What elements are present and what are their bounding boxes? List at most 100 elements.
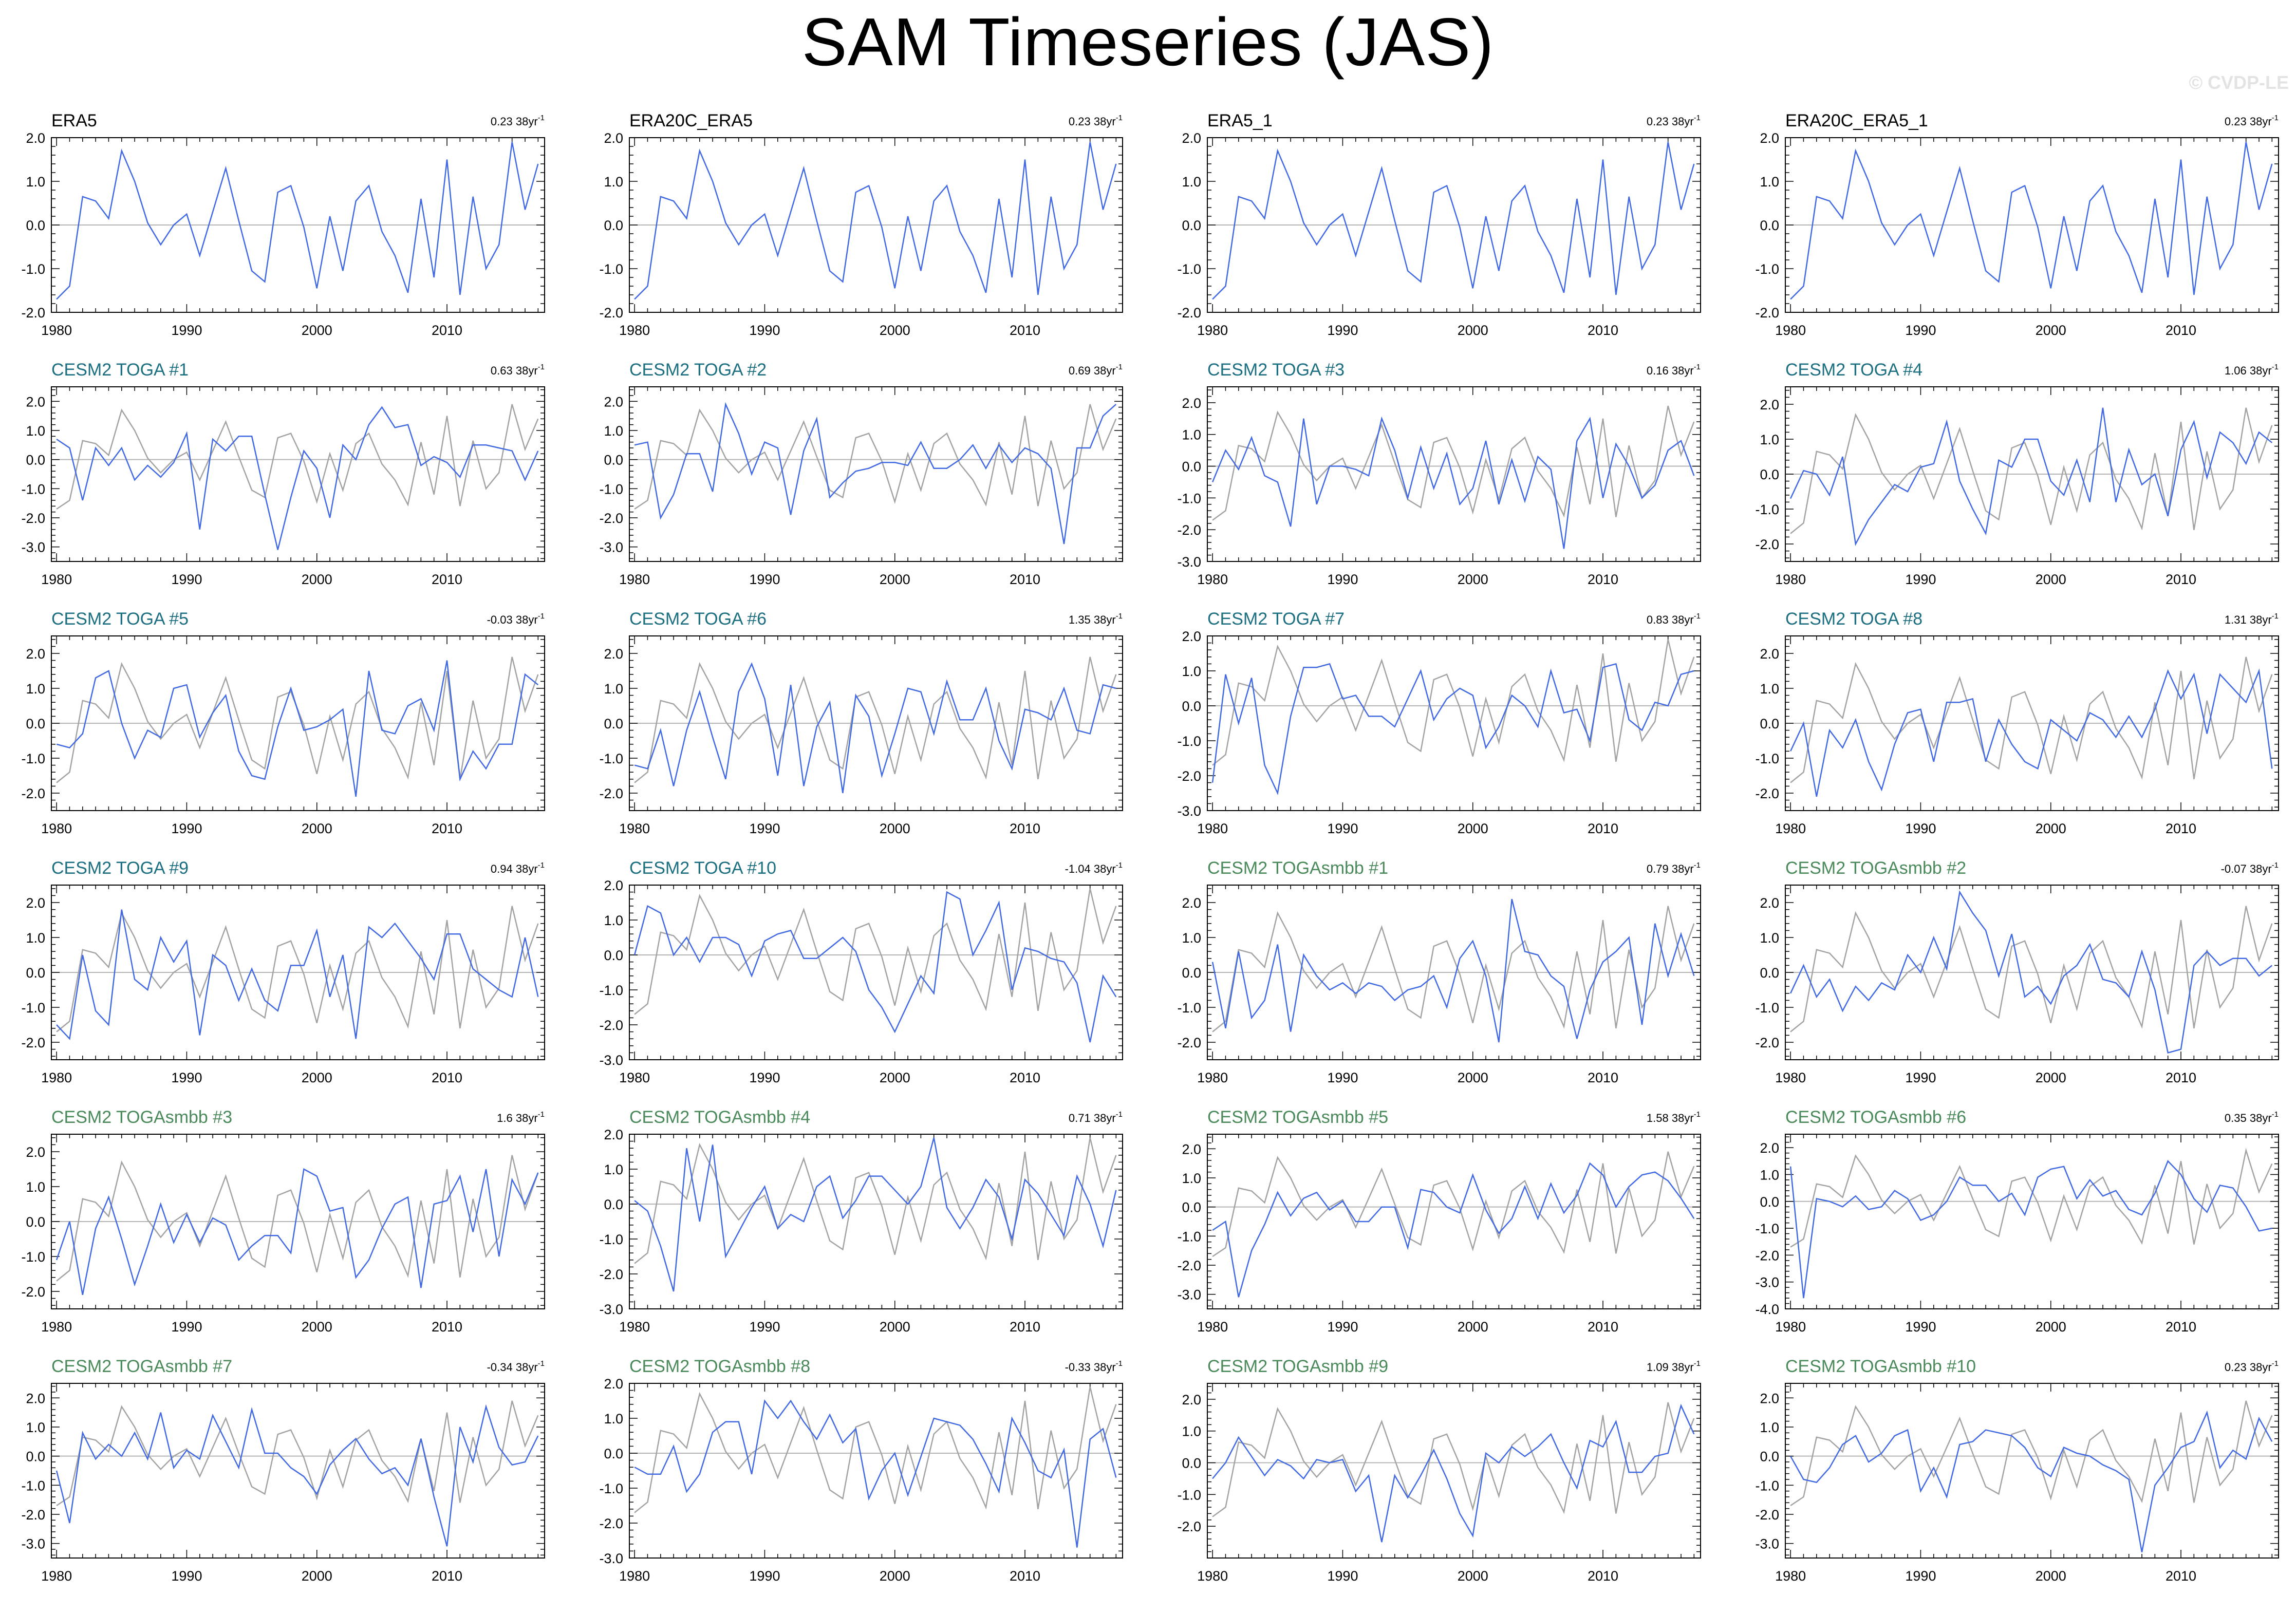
y-tick-label: -2.0: [1177, 768, 1201, 784]
y-tick-label: -1.0: [599, 1232, 623, 1247]
trend-label: 0.69 38yr-1: [1069, 363, 1123, 377]
sam-series-line: [55, 1404, 539, 1547]
y-tick-label: 2.0: [1760, 1391, 1779, 1406]
trend-label: 1.06 38yr-1: [2225, 363, 2279, 377]
obs-series-line: [634, 656, 1117, 783]
y-tick-label: -1.0: [1177, 491, 1201, 506]
x-tick-label: 1990: [1905, 1568, 1936, 1584]
obs-series-line: [634, 404, 1117, 510]
y-tick-label: -1.0: [1177, 1229, 1201, 1244]
y-tick-label: -2.0: [1177, 1519, 1201, 1534]
sam-series-line: [1789, 1160, 2272, 1299]
y-tick-label: -2.0: [21, 1035, 45, 1050]
y-tick-label: -2.0: [1177, 522, 1201, 538]
y-tick-label: 1.0: [1760, 930, 1779, 946]
y-tick-label: -2.0: [1755, 786, 1779, 801]
x-tick-label: 2000: [2036, 1319, 2066, 1335]
y-tick-label: 2.0: [604, 130, 623, 146]
x-tick-label: 2000: [302, 1070, 332, 1085]
y-tick-label: -1.0: [1177, 1487, 1201, 1503]
trend-label: 0.23 38yr-1: [2225, 114, 2279, 128]
panel-title: CESM2 TOGA #3: [1207, 360, 1345, 380]
panel-title: CESM2 TOGAsmbb #9: [1207, 1357, 1388, 1376]
plot-frame: [629, 1383, 1123, 1559]
y-tick-label: -3.0: [599, 1053, 623, 1068]
y-tick-label: -1.0: [21, 1000, 45, 1016]
x-tick-label: 1990: [749, 1568, 780, 1584]
x-tick-label: 2000: [302, 323, 332, 338]
panel-title: CESM2 TOGAsmbb #6: [1785, 1108, 1966, 1127]
x-tick-label: 2010: [1588, 572, 1618, 587]
x-tick-label: 2000: [302, 1319, 332, 1335]
panel-10: CESM2 TOGA #6 1.35 38yr-1 2.0 1.0 0.0 -1.0 -2.…: [599, 609, 1123, 836]
y-tick-label: -4.0: [1755, 1302, 1779, 1317]
obs-series-line: [1790, 906, 2273, 1033]
plot-frame: [51, 1383, 545, 1559]
y-tick-label: 2.0: [604, 878, 623, 893]
panel-title: CESM2 TOGA #5: [51, 609, 189, 629]
y-tick-label: 0.0: [1760, 467, 1779, 482]
plot-frame: [1207, 635, 1701, 811]
y-tick-label: 0.0: [1182, 1200, 1201, 1215]
y-tick-label: 0.0: [26, 218, 45, 233]
y-tick-label: 1.0: [604, 1162, 623, 1177]
obs-series-line: [1212, 405, 1695, 521]
panel-title: CESM2 TOGA #9: [51, 858, 189, 878]
obs-series-line: [1212, 906, 1695, 1033]
y-tick-label: -1.0: [1755, 1000, 1779, 1016]
sam-series-line: [1211, 663, 1694, 796]
y-tick-label: 0.0: [604, 1197, 623, 1212]
x-tick-label: 2000: [302, 1568, 332, 1584]
y-tick-label: -2.0: [1177, 1258, 1201, 1273]
y-tick-label: 2.0: [1182, 1141, 1201, 1157]
x-tick-label: 1980: [1197, 1070, 1228, 1085]
y-tick-label: -2.0: [1177, 1035, 1201, 1050]
y-tick-label: -1.0: [21, 751, 45, 766]
x-tick-label: 1980: [41, 572, 72, 587]
y-tick-label: 2.0: [1760, 130, 1779, 146]
panel-title: CESM2 TOGA #7: [1207, 609, 1345, 629]
y-tick-label: -2.0: [1755, 537, 1779, 552]
sam-series-line: [1790, 1410, 2273, 1552]
sam-series-line: [56, 660, 539, 797]
x-tick-label: 2000: [1458, 572, 1488, 587]
x-tick-label: 2010: [2166, 1319, 2196, 1335]
panel-title: CESM2 TOGAsmbb #2: [1785, 858, 1966, 878]
plot-frame: [1207, 386, 1701, 562]
y-tick-label: -2.0: [21, 305, 45, 321]
y-tick-label: 2.0: [604, 1127, 623, 1142]
trend-label: -0.07 38yr-1: [2221, 861, 2279, 875]
y-tick-label: 1.0: [1760, 174, 1779, 190]
x-tick-label: 1990: [171, 572, 202, 587]
y-tick-label: -3.0: [1177, 554, 1201, 570]
panel-20: CESM2 TOGAsmbb #6 0.35 38yr-1 2.0 1.0 0.0 -1.…: [1755, 1108, 2279, 1335]
panel-3: ERA5_1 0.23 38yr-1 2.0 1.0 0.0 -1.0 -2.0 1980 19…: [1177, 111, 1701, 338]
x-tick-label: 1980: [41, 323, 72, 338]
sam-series-line: [634, 1137, 1117, 1292]
x-tick-label: 1980: [41, 821, 72, 836]
trend-label: 0.71 38yr-1: [1069, 1110, 1123, 1124]
y-tick-label: -1.0: [1755, 502, 1779, 517]
y-tick-label: 1.0: [1760, 1167, 1779, 1183]
panel-23: CESM2 TOGAsmbb #9 1.09 38yr-1 2.0 1.0 0.0 -1.…: [1177, 1357, 1701, 1584]
obs-series-line: [1790, 407, 2273, 534]
trend-label: 0.63 38yr-1: [491, 363, 545, 377]
x-tick-label: 1980: [619, 1568, 650, 1584]
y-tick-label: -2.0: [1177, 305, 1201, 321]
panel-16: CESM2 TOGAsmbb #2 -0.07 38yr-1 2.0 1.0 0.0 -1…: [1755, 858, 2279, 1085]
y-tick-label: -3.0: [599, 540, 623, 555]
y-tick-label: -1.0: [21, 261, 45, 277]
trend-label: 1.58 38yr-1: [1647, 1110, 1701, 1124]
y-tick-label: -2.0: [599, 511, 623, 526]
x-tick-label: 1990: [1905, 323, 1936, 338]
x-tick-label: 1990: [1905, 1319, 1936, 1335]
y-tick-label: -1.0: [1755, 261, 1779, 277]
sam-series-line: [1212, 1403, 1695, 1543]
x-tick-label: 2010: [1010, 1319, 1040, 1335]
panel-title: CESM2 TOGAsmbb #10: [1785, 1357, 1976, 1376]
panel-title: CESM2 TOGAsmbb #1: [1207, 858, 1388, 878]
y-tick-label: 1.0: [26, 1420, 45, 1435]
y-tick-label: 1.0: [604, 423, 623, 439]
x-tick-label: 1990: [1327, 572, 1358, 587]
y-tick-label: 0.0: [1760, 965, 1779, 981]
